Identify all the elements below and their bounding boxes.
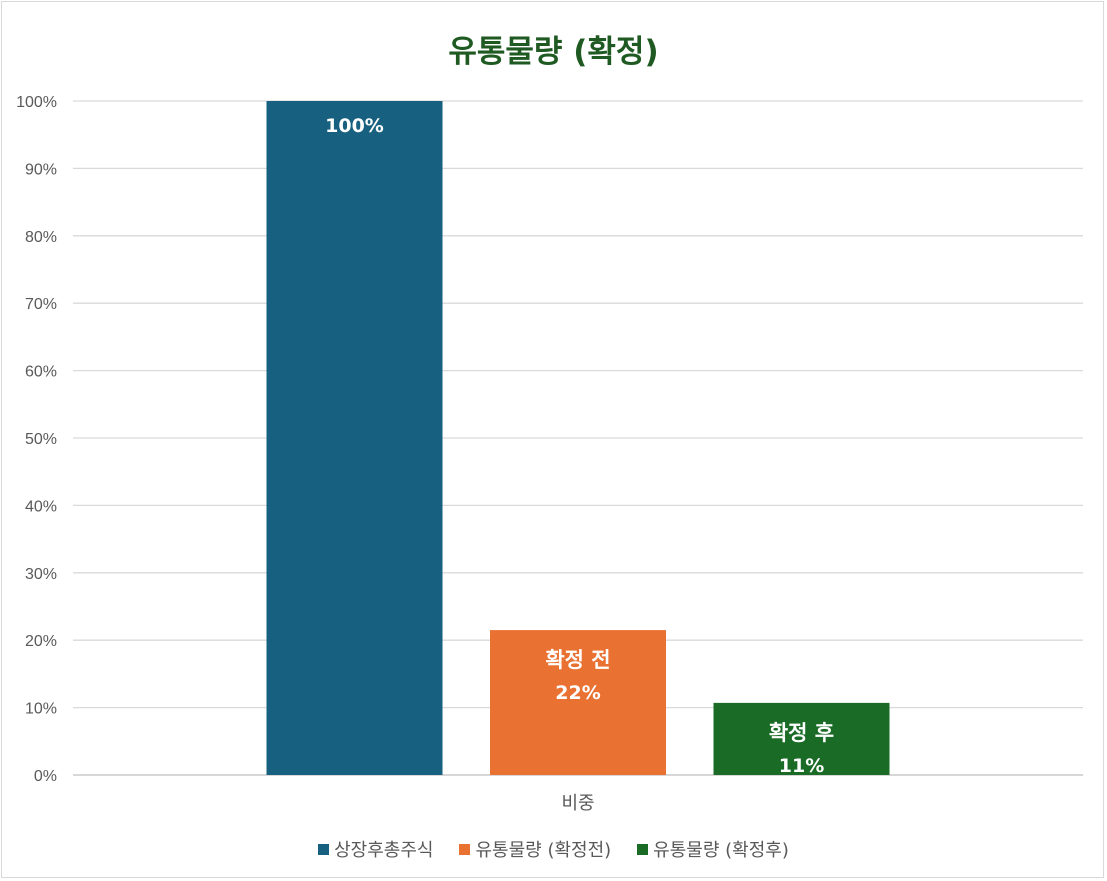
legend-label: 유통물량 (확정전): [475, 840, 612, 861]
legend-label: 상장후총주식: [334, 840, 434, 861]
bar: [490, 630, 666, 775]
x-axis-categories: 비중: [561, 793, 594, 814]
bar-name-label: 확정 후: [769, 721, 834, 745]
y-tick-label: 40%: [25, 498, 57, 515]
legend-item: 유통물량 (확정전): [459, 836, 611, 862]
legend: 상장후총주식 유통물량 (확정전) 유통물량 (확정후): [0, 836, 1107, 862]
legend-swatch: [637, 844, 649, 855]
chart-title: 유통물량 (확정): [448, 34, 659, 70]
y-tick-label: 20%: [25, 633, 57, 650]
x-category-label: 비중: [561, 793, 594, 814]
legend-item: 상장후총주식: [318, 836, 433, 862]
data-label: 11%: [779, 755, 824, 777]
y-tick-label: 10%: [25, 701, 57, 718]
data-labels: 100% 확정 전 22% 확정 후 11%: [325, 115, 834, 777]
y-tick-label: 90%: [25, 161, 57, 178]
bar: [266, 101, 443, 775]
y-tick-label: 70%: [25, 296, 57, 313]
y-tick-label: 60%: [25, 364, 57, 381]
y-tick-label: 50%: [25, 431, 57, 448]
y-tick-label: 100%: [16, 94, 57, 111]
bar-name-label: 확정 전: [545, 648, 610, 672]
legend-label: 유통물량 (확정후): [653, 840, 789, 861]
data-label: 100%: [325, 115, 384, 137]
gridlines: [73, 100, 1083, 776]
y-tick-label: 30%: [25, 566, 57, 583]
data-label: 22%: [555, 682, 600, 704]
y-axis-ticks: 0% 10% 20% 30% 40% 50% 60% 70% 80% 90% 100%: [16, 94, 57, 785]
legend-swatch: [318, 844, 330, 855]
legend-swatch: [459, 844, 471, 855]
legend-item: 유통물량 (확정후): [637, 836, 789, 862]
y-tick-label: 80%: [25, 229, 57, 246]
y-tick-label: 0%: [34, 768, 57, 785]
bars: [266, 101, 890, 775]
bar: [713, 702, 890, 775]
